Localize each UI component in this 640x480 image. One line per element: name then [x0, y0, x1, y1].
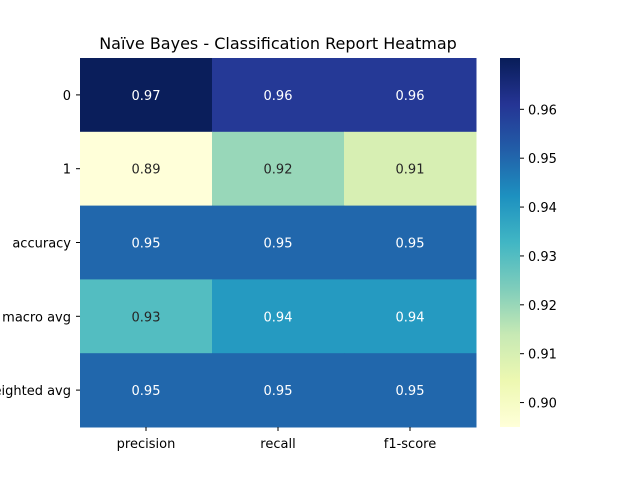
heatmap-cell [344, 279, 477, 354]
heatmap-cell [212, 58, 345, 133]
row-label: weighted avg [0, 384, 71, 399]
heatmap-cell [212, 279, 345, 354]
colorbar-tick-label: 0.95 [528, 152, 557, 167]
colorbar-tick-label: 0.92 [528, 299, 557, 314]
colorbar-tick-label: 0.91 [528, 348, 557, 363]
heatmap-cell [80, 58, 213, 133]
heatmap-cell [212, 205, 345, 280]
column-label: f1-score [384, 437, 436, 452]
heatmap-cell [80, 205, 213, 280]
cell-value-label: 0.97 [132, 89, 161, 104]
row-label: accuracy [12, 237, 71, 252]
cell-value-label: 0.95 [396, 237, 425, 252]
cell-value-label: 0.96 [264, 89, 293, 104]
cell-value-label: 0.95 [264, 237, 293, 252]
cell-value-label: 0.95 [396, 384, 425, 399]
heatmap-cell [344, 131, 477, 207]
heatmap-cell [80, 131, 213, 207]
row-label: macro avg [2, 310, 71, 325]
colorbar-tick-label: 0.93 [528, 250, 557, 265]
heatmap-cell [80, 279, 213, 354]
cell-value-label: 0.91 [396, 163, 425, 178]
heatmap-cell [344, 58, 477, 133]
column-label: precision [117, 437, 176, 452]
cell-value-label: 0.93 [132, 310, 161, 325]
cell-value-label: 0.96 [396, 89, 425, 104]
colorbar: 0.90 0.91 0.92 0.93 0.94 0.95 0.96 [500, 58, 557, 427]
heatmap-cell [80, 353, 213, 428]
cell-value-label: 0.92 [264, 163, 293, 178]
column-label: recall [260, 437, 295, 452]
cell-value-label: 0.95 [132, 384, 161, 399]
row-label: 1 [63, 163, 71, 178]
heatmap-cells: 0.97 0.96 0.96 0.89 0.92 0.91 0.95 0.95 0.95 0.93… [80, 58, 477, 428]
heatmap-cell [344, 205, 477, 280]
cell-value-label: 0.94 [396, 310, 425, 325]
chart-title: Naïve Bayes - Classification Report Heat… [99, 34, 457, 53]
colorbar-tick-label: 0.90 [528, 397, 557, 412]
cell-value-label: 0.94 [264, 310, 293, 325]
colorbar-gradient [500, 58, 520, 427]
row-labels: 0 1 accuracy macro avg weighted avg [0, 89, 80, 399]
cell-value-label: 0.89 [132, 163, 161, 178]
colorbar-tick-label: 0.96 [528, 103, 557, 118]
heatmap-cell [212, 131, 345, 207]
cell-value-label: 0.95 [264, 384, 293, 399]
cell-value-label: 0.95 [132, 237, 161, 252]
heatmap-cell [344, 353, 477, 428]
row-label: 0 [63, 89, 71, 104]
colorbar-tick-label: 0.94 [528, 201, 557, 216]
column-labels: precision recall f1-score [117, 427, 436, 452]
heatmap-cell [212, 353, 345, 428]
